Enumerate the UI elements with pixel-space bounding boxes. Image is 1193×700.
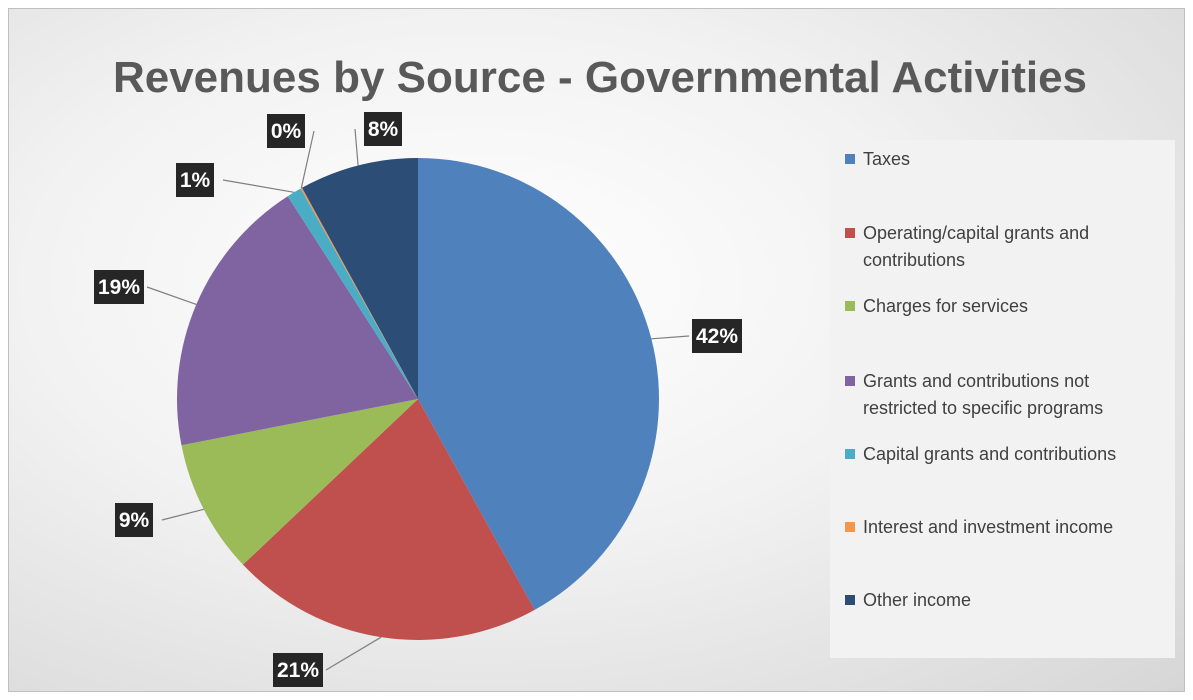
data-label-operating-capital-grants-and-contributions: 21% [273,653,323,687]
data-label-text: 0% [271,120,302,143]
legend-label: Interest and investment income [863,517,1113,537]
legend-item-charges-for-services: Charges for services [845,296,1028,316]
legend-item-operating-capital-grants-and-contributions: Operating/capital grants and contribution… [845,223,1089,270]
legend-label: Charges for services [863,296,1028,316]
legend-item-grants-and-contributions-not-restricted-to-specific-programs: Grants and contributions not restricted t… [845,371,1103,418]
data-label-text: 8% [368,118,399,141]
data-label-text: 42% [696,325,738,348]
leader-line-charges-for-services [161,508,204,521]
data-label-box [364,112,402,146]
legend-item-capital-grants-and-contributions: Capital grants and contributions [845,444,1116,464]
legend-item-interest-and-investment-income: Interest and investment income [845,517,1113,537]
data-label-box [94,270,144,304]
legend-label: Other income [863,590,971,610]
leader-line-other-income [354,128,359,166]
pie-slice-taxes [418,158,659,610]
pie-slice-capital-grants-and-contributions [287,188,418,399]
data-label-other-income: 8% [364,112,402,146]
legend-label: Capital grants and contributions [863,444,1116,464]
pie-slice-operating-capital-grants-and-contributions [242,399,535,640]
legend-item-other-income: Other income [845,590,971,610]
pie-slice-interest-and-investment-income [300,187,418,399]
data-label-text: 19% [98,276,140,299]
data-label-box [267,114,305,148]
legend-label: contributions [863,250,965,270]
data-label-grants-and-contributions-not-restricted-to-specific-programs: 19% [94,270,144,304]
data-label-text: 9% [119,509,150,532]
data-label-box [692,319,742,353]
leader-line-grants-and-contributions-not-restricted-to-specific-programs [146,286,197,305]
legend-label: Taxes [863,149,910,169]
legend-swatch [845,376,855,386]
legend-swatch [845,154,855,164]
data-label-box [176,163,214,197]
legend-panel [830,140,1175,658]
data-label-charges-for-services: 9% [115,503,153,537]
data-label-text: 21% [277,659,319,682]
pie-slice-grants-and-contributions-not-restricted-to-specific-programs [177,196,418,446]
pie-slice-other-income [302,158,418,399]
legend-swatch [845,522,855,532]
legend-item-taxes: Taxes [845,149,910,169]
leader-line-operating-capital-grants-and-contributions [325,636,382,671]
data-label-box [273,653,323,687]
chart-title: Revenues by Source - Governmental Activi… [113,53,1087,102]
leader-line-capital-grants-and-contributions [222,179,295,193]
legend-label: restricted to specific programs [863,398,1103,418]
data-label-box [115,503,153,537]
leader-line-taxes [651,335,690,340]
legend-label: Operating/capital grants and [863,223,1089,243]
legend-swatch [845,595,855,605]
legend: Taxes Operating/capital grants and contrib… [845,149,1116,610]
legend-swatch [845,301,855,311]
legend-swatch [845,228,855,238]
data-label-taxes: 42% [692,319,742,353]
pie-slice-charges-for-services [181,399,418,565]
legend-swatch [845,449,855,459]
data-label-capital-grants-and-contributions: 1% [176,163,214,197]
data-label-text: 1% [180,169,211,192]
leader-line-interest-and-investment-income [300,130,315,189]
legend-label: Grants and contributions not [863,371,1089,391]
data-label-interest-and-investment-income: 0% [267,114,305,148]
